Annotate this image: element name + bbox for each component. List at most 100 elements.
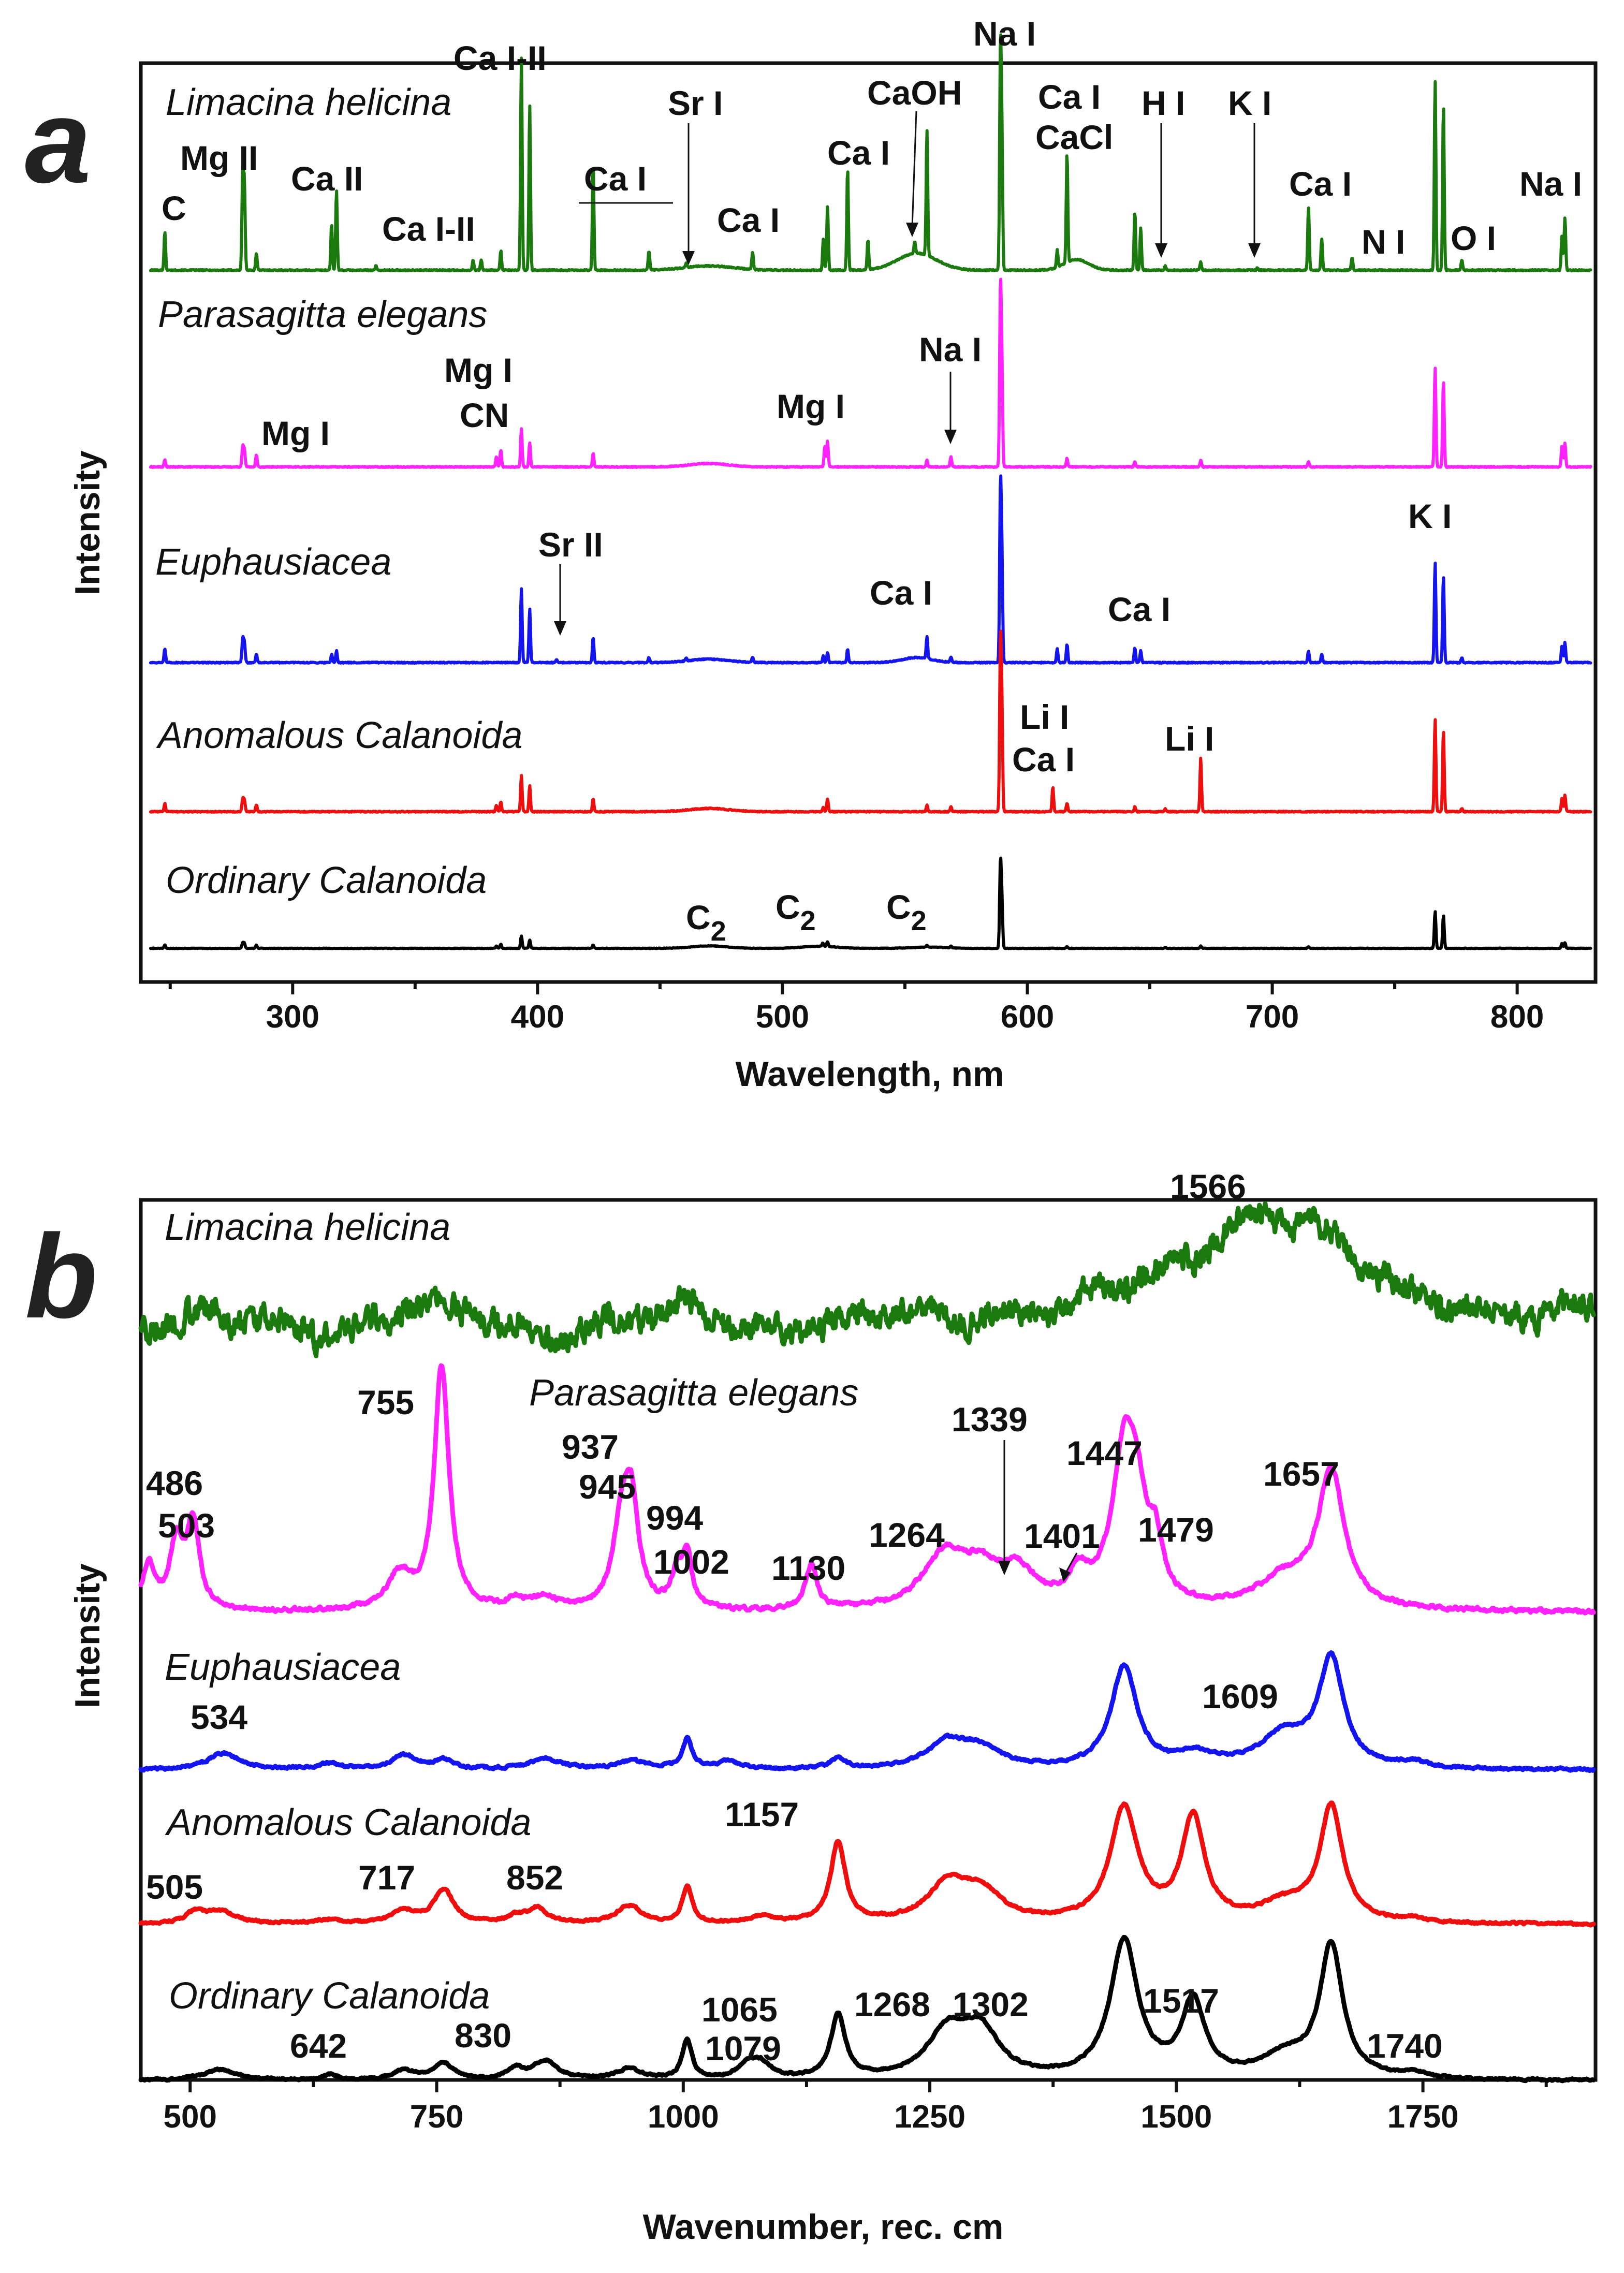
ann-a-ca-i-526: Ca I bbox=[827, 134, 890, 172]
ann-a-c2-470: C2 bbox=[686, 898, 726, 947]
ann-b-945: 945 bbox=[579, 1468, 636, 1506]
ann-a-na-i-569: Na I bbox=[919, 330, 982, 369]
panel-a-xtick-label: 700 bbox=[1246, 999, 1299, 1035]
ann-a-li-i-610: Li I bbox=[1020, 698, 1069, 736]
panel-b-arrows bbox=[998, 1440, 1078, 1582]
ann-b-1447: 1447 bbox=[1066, 1434, 1143, 1472]
ann-a-ca-i-bracket: Ca I bbox=[584, 159, 647, 198]
panel-b-spectrum-line bbox=[138, 1650, 1596, 1773]
ann-a-mg-i-383: Mg I bbox=[444, 351, 513, 389]
panel-b-xtick-label: 750 bbox=[410, 2099, 463, 2135]
ann-a-c: C bbox=[162, 189, 186, 227]
arrow-sr-i-head bbox=[682, 251, 695, 265]
panel-b-frame bbox=[139, 1198, 1598, 2082]
arrow-caoh bbox=[911, 111, 917, 228]
ann-b-1130: 1130 bbox=[771, 1549, 845, 1587]
ann-a-o-i: O I bbox=[1451, 219, 1496, 257]
ann-a-sr-i: Sr I bbox=[668, 84, 723, 122]
panel-a-xtick-label: 800 bbox=[1490, 999, 1544, 1035]
ann-b-642: 642 bbox=[290, 2027, 347, 2065]
panel-b-species-parasagitta: Parasagitta elegans bbox=[529, 1372, 858, 1414]
ann-b-1339: 1339 bbox=[952, 1400, 1028, 1439]
panel-a-species-anomalous: Anomalous Calanoida bbox=[156, 715, 522, 756]
ann-a-h-i: H I bbox=[1142, 84, 1185, 122]
ann-b-1264: 1264 bbox=[869, 1516, 945, 1554]
panel-a-letter: a bbox=[25, 75, 91, 208]
arrow-na-i-569-head bbox=[944, 430, 957, 444]
panel-b-xtick-label: 1500 bbox=[1140, 2099, 1212, 2135]
ann-a-ca-i-610: Ca I bbox=[1012, 740, 1075, 779]
panel-b-y-label: Intensity bbox=[68, 1563, 107, 1708]
ann-b-505: 505 bbox=[146, 1868, 203, 1906]
panel-b-species-limacina: Limacina helicina bbox=[165, 1207, 450, 1248]
panel-b-xtick-label: 1000 bbox=[648, 2099, 719, 2135]
ann-b-717: 717 bbox=[358, 1858, 415, 1897]
ann-b-1740: 1740 bbox=[1367, 2027, 1443, 2065]
ann-a-sr-ii: Sr II bbox=[538, 525, 603, 564]
ann-b-1268: 1268 bbox=[854, 1985, 930, 2023]
ann-a-ca-i-644: Ca I bbox=[1108, 590, 1171, 628]
panel-a-spectrum-line bbox=[149, 856, 1592, 950]
panel-b-spectrum-line bbox=[138, 1201, 1596, 1359]
panel-a-spectrum-line bbox=[149, 33, 1592, 273]
panel-b-xtick-label: 1250 bbox=[894, 2099, 965, 2135]
ann-a-c2-516-text: C2 bbox=[776, 888, 816, 936]
panel-b-species-anomalous: Anomalous Calanoida bbox=[165, 1802, 531, 1843]
ann-b-1302: 1302 bbox=[953, 1985, 1029, 2023]
panel-a-xtick-label: 600 bbox=[1001, 999, 1054, 1035]
ann-a-k-i-766: K I bbox=[1408, 497, 1452, 535]
ann-b-1002: 1002 bbox=[653, 1543, 729, 1581]
ann-b-534: 534 bbox=[191, 1698, 247, 1736]
panel-a-xtick-label: 500 bbox=[756, 999, 809, 1035]
ann-b-503: 503 bbox=[158, 1506, 215, 1545]
ann-a-n-i: N I bbox=[1362, 223, 1405, 261]
ann-a-c2-563: C2 bbox=[886, 888, 927, 936]
panel-a-species-euphausiacea: Euphausiacea bbox=[155, 541, 391, 583]
panel-a-spectrum-line bbox=[149, 629, 1592, 814]
panel-a-spectrum-line bbox=[149, 277, 1592, 469]
ann-a-cacl: CaCl bbox=[1035, 118, 1113, 156]
ann-a-ca-i-487: Ca I bbox=[717, 201, 780, 239]
panel-b-x-ticks: 500 750 1000 1250 1500 1750 bbox=[164, 2080, 1548, 2135]
panel-b-xtick-label: 500 bbox=[164, 2099, 217, 2135]
arrow-1401 bbox=[1065, 1552, 1078, 1572]
panel-b-species-ordinary: Ordinary Calanoida bbox=[169, 1975, 490, 2017]
ann-a-cn: CN bbox=[460, 396, 509, 434]
panel-b-spectrum-line bbox=[138, 1934, 1596, 2084]
ann-a-c2-563-text: C2 bbox=[886, 888, 927, 936]
panel-a-spectra bbox=[149, 33, 1592, 950]
panel-b: b Intensity Wavenumber, rec. cm 500 750 10… bbox=[25, 1167, 1598, 2247]
ann-a-li-i-671: Li I bbox=[1165, 720, 1214, 758]
panel-b-spectrum-line bbox=[138, 1800, 1596, 1928]
ann-b-1065: 1065 bbox=[701, 1990, 778, 2029]
panel-a-xtick-label: 400 bbox=[511, 999, 564, 1035]
ann-b-852: 852 bbox=[506, 1858, 563, 1897]
ann-a-ca-i-ii-top: Ca I-II bbox=[453, 39, 547, 77]
panel-a-species-ordinary: Ordinary Calanoida bbox=[166, 860, 487, 901]
arrow-1401-head bbox=[1059, 1567, 1071, 1582]
arrow-sr-ii-head bbox=[554, 621, 566, 636]
ann-b-1479: 1479 bbox=[1138, 1511, 1214, 1549]
arrow-1339-head bbox=[998, 1561, 1011, 1575]
ann-a-ca-ii: Ca II bbox=[291, 159, 363, 198]
panel-a-species-limacina: Limacina helicina bbox=[166, 82, 451, 123]
panel-b-spectrum-line bbox=[138, 1363, 1596, 1616]
ann-a-k-i-694: K I bbox=[1228, 84, 1271, 122]
arrow-k-i-head bbox=[1248, 243, 1261, 258]
ann-b-486: 486 bbox=[146, 1464, 203, 1502]
ann-b-1657: 1657 bbox=[1263, 1455, 1339, 1493]
panel-a-arrows bbox=[554, 111, 1261, 636]
panel-b-letter: b bbox=[25, 1210, 98, 1343]
ann-a-c2-470-text: C2 bbox=[686, 898, 726, 947]
ann-b-1517: 1517 bbox=[1143, 1982, 1219, 2020]
panel-b-spectra bbox=[138, 1201, 1596, 2084]
ann-a-mg-ii: Mg II bbox=[180, 139, 258, 177]
panel-a-x-ticks: 300 400 500 600 700 800 bbox=[168, 982, 1544, 1035]
ann-a-mg-i-518: Mg I bbox=[777, 387, 845, 426]
ann-a-na-i-right: Na I bbox=[1519, 165, 1582, 203]
ann-a-ca-i-ii-left: Ca I-II bbox=[382, 210, 475, 248]
panel-b-species-euphausiacea: Euphausiacea bbox=[165, 1647, 401, 1688]
panel-b-x-label: Wavenumber, rec. cm bbox=[643, 2207, 1004, 2247]
ann-b-1566: 1566 bbox=[1170, 1167, 1246, 1206]
